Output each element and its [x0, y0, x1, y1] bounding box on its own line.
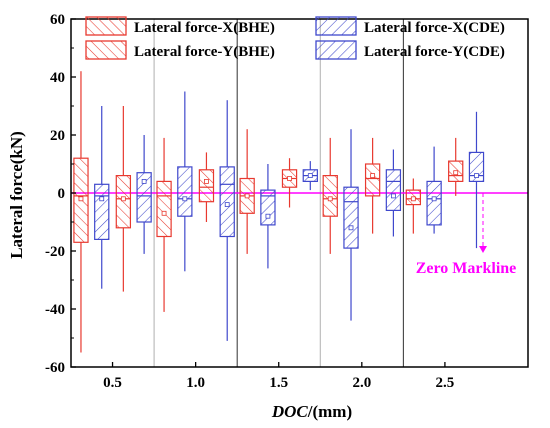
box-mean-marker: [182, 196, 188, 202]
box-mean-marker: [431, 196, 437, 202]
y-tick-label: 0: [58, 186, 66, 202]
box-iqr: [364, 163, 381, 197]
box-iqr: [426, 180, 442, 226]
x-axis-label: DOC/(mm): [271, 402, 352, 421]
box-2-3: [364, 137, 381, 234]
legend-label: Lateral force-X(CDE): [364, 20, 505, 36]
x-tick-label: 2.5: [436, 375, 455, 391]
box-mean-marker: [390, 193, 396, 199]
box-mean-marker: [327, 196, 333, 202]
box-mean-marker: [204, 178, 209, 184]
box-3-2: [302, 161, 318, 191]
box-iqr: [219, 166, 235, 238]
box-0-1: [156, 137, 172, 312]
legend-label: Lateral force-Y(BHE): [134, 44, 275, 60]
y-axis-label: Lateral force(kN): [7, 131, 26, 259]
box-mean-marker: [307, 173, 313, 179]
box-iqr: [198, 169, 215, 203]
box-mean-marker: [474, 173, 479, 179]
box-2-2: [281, 158, 298, 208]
box-2-1: [198, 152, 215, 222]
y-tick-label: -60: [45, 360, 65, 376]
legend-label: Lateral force-Y(CDE): [364, 44, 505, 60]
zero-markline-arrow-head: [479, 246, 487, 253]
box-iqr: [115, 175, 132, 229]
box-mean-marker: [141, 178, 147, 184]
y-tick-label: 60: [50, 12, 65, 28]
x-tick-label: 1.0: [186, 375, 205, 391]
box-3-3: [385, 149, 402, 237]
box-iqr: [468, 151, 485, 182]
box-0-4: [405, 178, 421, 234]
box-2-0: [115, 106, 132, 292]
y-axis: -60 -40 -20 0 20 40 60: [45, 12, 76, 376]
box-mean-marker: [265, 213, 271, 219]
box-0-0: [73, 71, 89, 353]
legend-swatch: [85, 40, 127, 60]
legend-label: Lateral force-X(BHE): [134, 20, 275, 36]
box-2-4: [448, 137, 464, 196]
box-iqr: [136, 172, 152, 223]
box-mean-marker: [99, 196, 105, 202]
box-0-2: [239, 129, 255, 254]
x-axis-label-unit: /(mm): [307, 402, 352, 421]
x-tick-label: 0.5: [103, 375, 122, 391]
box-series-layer: [73, 71, 485, 353]
x-tick-label: 1.5: [269, 375, 288, 391]
x-tick-label: 2.0: [352, 375, 371, 391]
box-mean-marker: [120, 196, 126, 202]
box-mean-marker: [161, 210, 167, 216]
box-0-3: [322, 137, 338, 254]
box-mean-marker: [348, 225, 354, 231]
box-1-0: [94, 106, 110, 289]
box-iqr: [385, 169, 402, 212]
y-tick-label: 40: [50, 70, 65, 86]
zero-markline-label: Zero Markline: [416, 260, 517, 277]
box-mean-marker: [287, 176, 292, 181]
legend-swatch: [315, 40, 357, 60]
legend-swatch: [315, 16, 357, 36]
box-1-1: [177, 91, 193, 272]
box-1-3: [343, 129, 359, 321]
box-iqr: [156, 180, 172, 238]
box-iqr: [260, 189, 276, 226]
box-iqr: [177, 166, 193, 217]
box-3-1: [219, 100, 235, 341]
box-1-2: [260, 164, 276, 269]
y-tick-label: -40: [45, 302, 65, 318]
box-mean-marker: [453, 170, 459, 176]
box-iqr: [94, 183, 110, 241]
box-mean-marker: [370, 173, 376, 179]
box-3-0: [136, 135, 152, 254]
x-axis: 0.5 1.0 1.5 2.0 2.5: [103, 362, 454, 391]
x-axis-label-italic: DOC: [271, 402, 309, 421]
legend-swatch: [85, 16, 127, 36]
box-mean-marker: [244, 193, 250, 199]
y-tick-label: -20: [45, 244, 65, 260]
box-mean-marker: [410, 196, 416, 202]
box-iqr: [343, 186, 359, 249]
box-iqr: [322, 175, 338, 217]
y-tick-label: 20: [50, 128, 65, 144]
box-3-4: [468, 111, 485, 249]
box-1-4: [426, 146, 442, 234]
box-mean-marker: [78, 196, 84, 202]
legend: Lateral force-X(BHE) Lateral force-Y(BHE)…: [85, 16, 505, 60]
box-mean-marker: [224, 202, 230, 208]
